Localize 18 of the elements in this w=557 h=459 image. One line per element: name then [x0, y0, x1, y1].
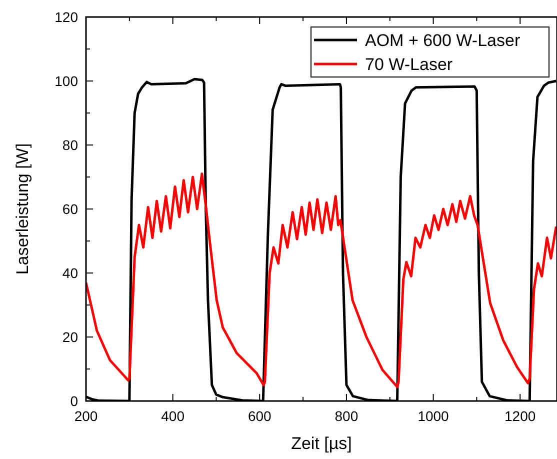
x-tick-label: 1000	[418, 408, 450, 424]
x-tick-label: 800	[334, 408, 358, 424]
legend-label: 70 W-Laser	[365, 54, 453, 74]
y-tick-label: 40	[62, 264, 78, 281]
x-tick-label: 600	[248, 408, 272, 424]
y-tick-label: 0	[70, 392, 78, 409]
legend-label: AOM + 600 W-Laser	[365, 30, 520, 50]
x-tick-label: 400	[161, 408, 185, 424]
y-tick-label: 60	[62, 200, 78, 217]
y-axis-title: Laserleistung [W]	[13, 143, 32, 275]
x-axis-title: Zeit [µs]	[291, 434, 352, 453]
x-tick-label: 1200	[504, 408, 536, 424]
y-tick-label: 100	[54, 72, 78, 89]
y-tick-label: 20	[62, 328, 78, 345]
y-tick-label: 120	[54, 8, 78, 25]
line-series	[86, 172, 557, 388]
x-tick-label: 200	[74, 408, 98, 424]
y-tick-label: 80	[62, 136, 78, 153]
